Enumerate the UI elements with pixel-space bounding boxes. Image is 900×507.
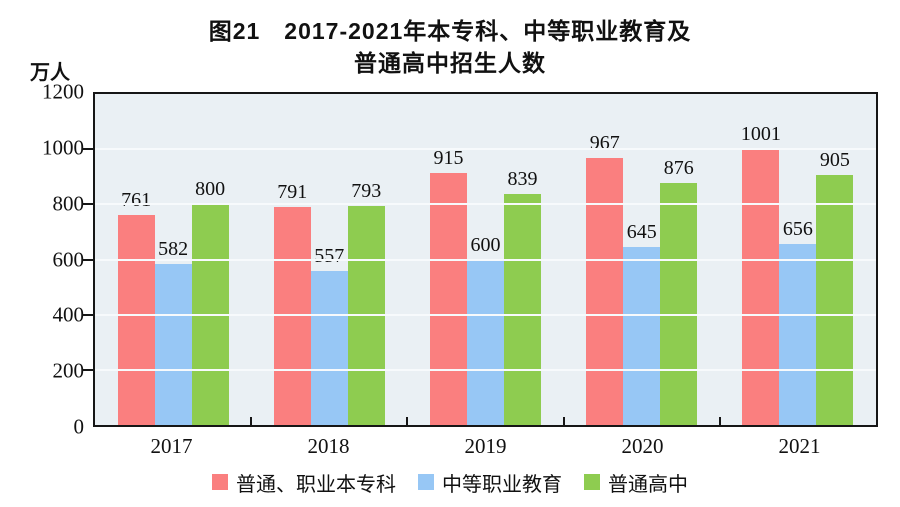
y-axis-tick <box>82 368 93 371</box>
bar <box>779 244 817 425</box>
bar <box>273 206 311 425</box>
bar-value-label: 656 <box>782 218 813 241</box>
bar-value-label: 876 <box>663 157 694 180</box>
legend-label: 普通高中 <box>608 473 688 496</box>
plot-area: 761 582 800 791 557 793 915 600 839 967 645 876 1001… <box>82 92 878 427</box>
bar-unit: 791 <box>273 94 311 425</box>
x-tick-label: 2017 <box>150 434 193 458</box>
x-tick-label: 2019 <box>464 434 507 458</box>
y-tick-label: 1000 <box>42 135 84 160</box>
bar-value-label: 582 <box>158 238 189 261</box>
x-axis-labels: 2017 2018 2019 2020 2021 <box>93 434 878 459</box>
bar <box>742 148 780 425</box>
bar-unit: 645 <box>623 94 661 425</box>
bar-unit: 761 <box>117 94 155 425</box>
bar-unit: 656 <box>779 94 817 425</box>
legend-label: 普通、职业本专科 <box>236 473 396 496</box>
x-tick-label: 2021 <box>778 434 821 458</box>
bar <box>467 259 504 425</box>
y-axis-tick <box>82 148 93 151</box>
bar-value-label: 557 <box>314 245 345 268</box>
gridline <box>95 203 876 206</box>
x-axis-tick <box>562 417 565 425</box>
bar-groups: 761 582 800 791 557 793 915 600 839 967 645 876 1001… <box>95 94 876 425</box>
y-tick-label: 200 <box>52 358 85 383</box>
y-tick-label: 1200 <box>42 79 84 104</box>
y-tick-label: 400 <box>52 302 85 327</box>
y-axis-tick <box>82 313 93 316</box>
bar-value-label: 915 <box>433 146 464 169</box>
bar-value-label: 905 <box>819 149 850 172</box>
bar-unit: 582 <box>154 94 192 425</box>
bar <box>586 158 624 425</box>
bar <box>310 271 348 425</box>
bar-unit: 557 <box>310 94 348 425</box>
y-axis-tick <box>82 203 93 206</box>
legend-item: 中等职业教育 <box>418 468 562 497</box>
bar-unit: 600 <box>467 94 504 425</box>
bar-unit: 905 <box>816 94 854 425</box>
x-axis-tick <box>406 417 409 425</box>
y-tick-label: 600 <box>52 247 85 271</box>
gridline <box>95 148 876 151</box>
bar-group: 761 582 800 <box>95 94 251 425</box>
bar <box>154 264 192 425</box>
legend-item: 普通高中 <box>584 468 688 497</box>
bar-unit: 876 <box>660 94 698 425</box>
bar-value-label: 967 <box>589 132 620 155</box>
y-tick-label: 800 <box>52 191 85 216</box>
legend-swatch <box>584 474 600 490</box>
y-tick-label: 0 <box>73 414 85 439</box>
bar-group: 1001 656 905 <box>720 94 876 425</box>
bar <box>504 193 541 425</box>
bar-value-label: 761 <box>121 189 152 212</box>
bar-group: 791 557 793 <box>251 94 407 425</box>
bar-unit: 839 <box>504 94 541 425</box>
bar-value-label: 793 <box>351 180 382 203</box>
y-axis-unit-label: 万人 <box>30 62 70 84</box>
bar <box>816 175 854 425</box>
legend-swatch <box>212 474 228 490</box>
gridline <box>95 313 876 316</box>
x-tick-label: 2018 <box>307 434 350 458</box>
bar-value-label: 791 <box>277 180 308 203</box>
legend-item: 普通、职业本专科 <box>212 468 396 497</box>
legend-swatch <box>418 474 434 490</box>
bar <box>430 172 467 425</box>
legend: 普通、职业本专科 中等职业教育 普通高中 <box>0 468 900 497</box>
bar-value-label: 1001 <box>740 122 781 145</box>
x-tick-label: 2020 <box>621 434 664 458</box>
chart-title-line1: 图21 2017-2021年本专科、中等职业教育及 <box>208 18 692 44</box>
y-axis-tick <box>82 258 93 261</box>
gridline <box>95 258 876 261</box>
bar-value-label: 800 <box>195 178 226 201</box>
legend-label: 中等职业教育 <box>442 473 562 496</box>
bar-value-label: 645 <box>626 221 657 244</box>
x-axis-tick <box>718 417 721 425</box>
bar-value-label: 839 <box>507 167 538 190</box>
chart-title-line2: 普通高中招生人数 <box>354 50 546 76</box>
bar-unit: 915 <box>430 94 467 425</box>
bar-group: 915 600 839 <box>407 94 563 425</box>
bar <box>660 183 698 425</box>
bar <box>623 247 661 425</box>
bar-unit: 1001 <box>740 94 781 425</box>
bar <box>117 215 155 425</box>
y-axis-labels: 0 200 400 600 800 1000 1200 <box>0 81 85 437</box>
x-axis-tick <box>250 417 253 425</box>
gridline <box>95 368 876 371</box>
bar-value-label: 600 <box>470 233 501 256</box>
